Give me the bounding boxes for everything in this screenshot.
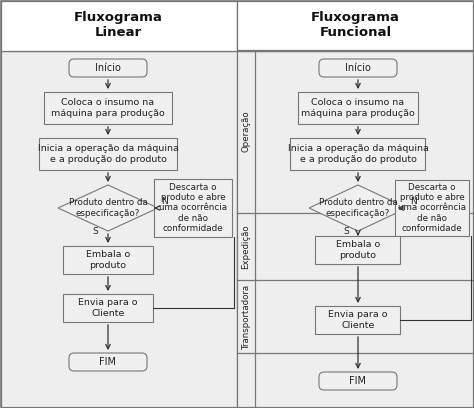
Text: Envia para o
Cliente: Envia para o Cliente — [78, 298, 138, 318]
Bar — [63, 294, 153, 322]
Text: Descarta o
produto e abre
uma ocorrência
de não
conformidade: Descarta o produto e abre uma ocorrência… — [398, 183, 466, 233]
Text: Produto dentro da
especificação?: Produto dentro da especificação? — [319, 198, 397, 218]
Text: Coloca o insumo na
máquina para produção: Coloca o insumo na máquina para produção — [301, 98, 415, 118]
FancyBboxPatch shape — [319, 59, 397, 77]
Bar — [1, 51, 237, 407]
Bar — [291, 138, 426, 170]
Bar — [1, 1, 237, 51]
Text: FIM: FIM — [100, 357, 117, 367]
Bar — [44, 92, 172, 124]
FancyBboxPatch shape — [69, 59, 147, 77]
Bar — [395, 180, 469, 236]
Text: Fluxograma
Linear: Fluxograma Linear — [74, 11, 163, 39]
Bar — [298, 92, 418, 124]
Bar — [316, 236, 401, 264]
Text: Fluxograma
Funcional: Fluxograma Funcional — [311, 11, 400, 39]
Text: Início: Início — [345, 63, 371, 73]
Text: Operação: Operação — [241, 111, 250, 152]
Text: Inicia a operação da máquina
e a produção do produto: Inicia a operação da máquina e a produçã… — [288, 144, 428, 164]
Text: Transportadora: Transportadora — [241, 284, 250, 349]
Bar — [237, 51, 473, 407]
Polygon shape — [58, 185, 158, 231]
Text: Embala o
produto: Embala o produto — [336, 240, 380, 260]
Text: Inicia a operação da máquina
e a produção do produto: Inicia a operação da máquina e a produçã… — [37, 144, 178, 164]
Text: Descarta o
produto e abre
uma ocorrência
de não
conformidade: Descarta o produto e abre uma ocorrência… — [159, 183, 227, 233]
Text: Coloca o insumo na
máquina para produção: Coloca o insumo na máquina para produção — [51, 98, 165, 118]
Text: Envia para o
Cliente: Envia para o Cliente — [328, 310, 388, 330]
Bar — [63, 246, 153, 274]
Text: N: N — [161, 197, 168, 206]
Bar — [39, 138, 177, 170]
Text: Produto dentro da
especificação?: Produto dentro da especificação? — [69, 198, 147, 218]
Text: Início: Início — [95, 63, 121, 73]
Text: S: S — [92, 227, 98, 236]
Polygon shape — [309, 185, 407, 231]
Text: Expedição: Expedição — [241, 224, 250, 269]
FancyBboxPatch shape — [319, 372, 397, 390]
Text: FIM: FIM — [349, 376, 366, 386]
Bar — [154, 179, 232, 237]
Bar — [237, 1, 473, 51]
Text: N: N — [410, 197, 417, 206]
Text: Embala o
produto: Embala o produto — [86, 250, 130, 270]
Text: S: S — [343, 227, 349, 236]
Bar — [316, 306, 401, 334]
FancyBboxPatch shape — [69, 353, 147, 371]
